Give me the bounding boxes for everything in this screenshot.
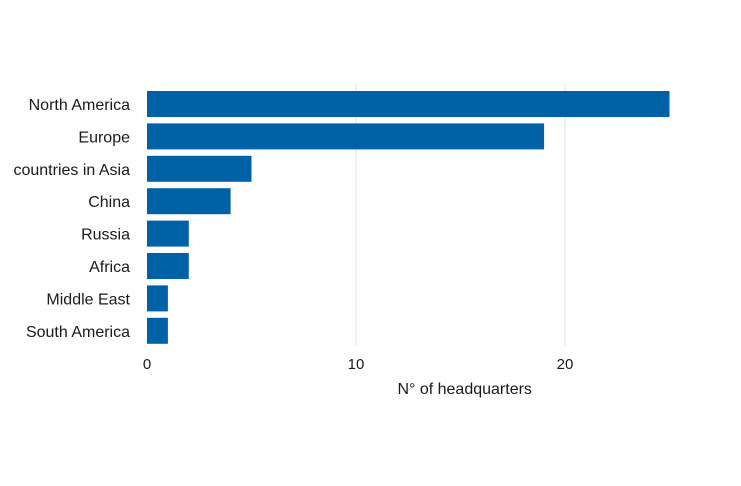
category-label-countries-in-asia: countries in Asia — [13, 162, 130, 179]
bar-south-america — [147, 317, 168, 344]
category-labels: North America Europe countries in Asia Chin… — [13, 97, 130, 341]
bar-north-america — [147, 91, 670, 117]
category-label-europe: Europe — [78, 129, 130, 146]
bar-middle-east — [147, 285, 168, 312]
x-tick-label-20: 20 — [557, 356, 574, 373]
bar-countries-in-asia — [147, 155, 252, 182]
x-tick-label-0: 0 — [143, 356, 151, 373]
bars — [147, 91, 670, 344]
category-label-north-america: North America — [29, 97, 130, 114]
bar-europe — [147, 123, 545, 150]
gridlines — [355, 84, 566, 346]
bar-russia — [147, 220, 189, 247]
bar-china — [147, 188, 231, 215]
x-tick-labels: 0 10 20 — [143, 356, 574, 373]
category-label-russia: Russia — [81, 227, 130, 244]
x-tick-label-10: 10 — [348, 356, 365, 373]
category-label-africa: Africa — [89, 259, 130, 276]
bar-africa — [147, 253, 189, 279]
x-axis-title: N° of headquarters — [397, 381, 531, 398]
category-label-south-america: South America — [26, 324, 130, 341]
category-label-china: China — [88, 194, 130, 211]
category-label-middle-east: Middle East — [46, 291, 130, 308]
